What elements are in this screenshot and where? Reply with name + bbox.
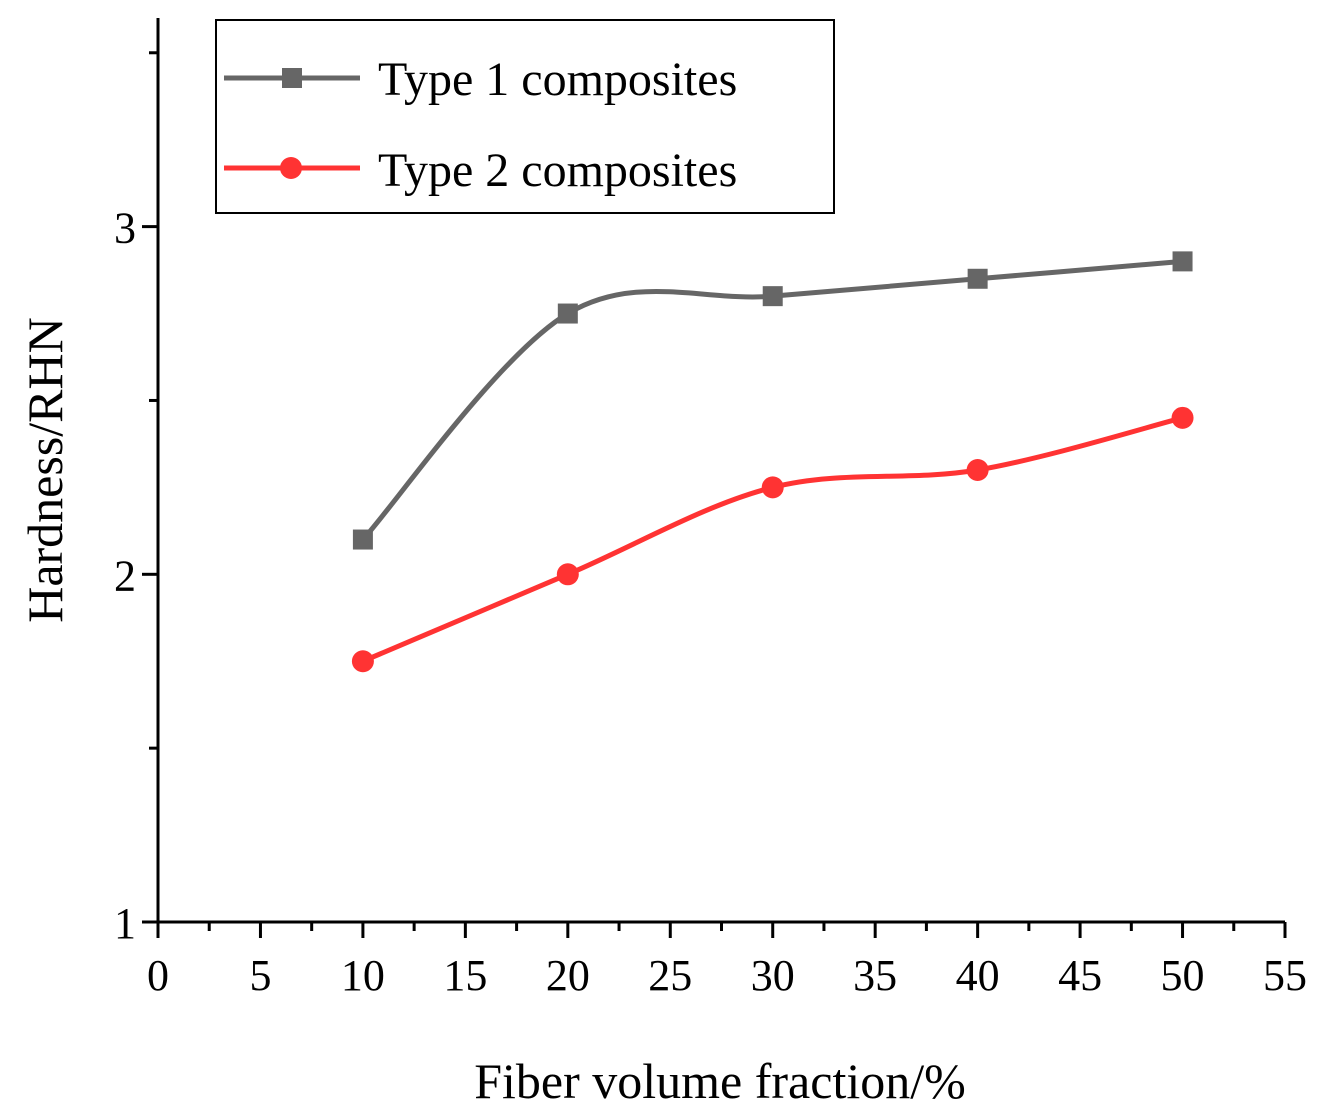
y-tick-label: 3 [114,204,136,253]
y-tick-label: 2 [114,551,136,600]
legend-marker-square [282,68,302,88]
data-point-square [967,268,988,289]
x-tick-label: 10 [341,951,385,1000]
x-tick-label: 55 [1263,951,1307,1000]
data-point-circle [351,650,374,673]
data-point-circle [966,459,989,481]
series-layer [351,251,1194,673]
series-line-2 [361,415,1184,664]
data-point-square [762,286,783,307]
legend-label-type-2: Type 2 composites [378,144,737,197]
legend-label-type-1: Type 1 composites [378,53,737,106]
legend-marker-circle [280,157,302,179]
data-point-square [1172,251,1193,272]
y-tick-label: 1 [114,899,136,948]
x-tick-label: 25 [648,951,692,1000]
data-point-circle [556,563,579,586]
x-tick-label: 0 [147,951,169,1000]
x-tick-label: 45 [1058,951,1102,1000]
x-tick-label: 50 [1161,951,1205,1000]
legend-box [215,19,835,214]
x-tick-label: 15 [443,951,487,1000]
x-tick-label: 5 [249,951,271,1000]
y-ticks: 1 2 3 [114,51,158,948]
legend: Type 1 composites Type 2 composites [215,19,835,214]
y-axis-title: Hardness/RHN [17,317,73,623]
data-point-circle [761,476,784,499]
x-tick-label: 20 [546,951,590,1000]
x-axis-title: Fiber volume fraction/% [474,1053,966,1109]
data-point-circle [1171,406,1194,429]
x-ticks: 0 5 10 15 20 25 30 35 40 45 50 55 [147,922,1307,1000]
x-tick-label: 30 [751,951,795,1000]
data-point-square [352,529,373,550]
data-point-square [557,303,578,324]
x-tick-label: 35 [853,951,897,1000]
x-tick-label: 40 [956,951,1000,1000]
